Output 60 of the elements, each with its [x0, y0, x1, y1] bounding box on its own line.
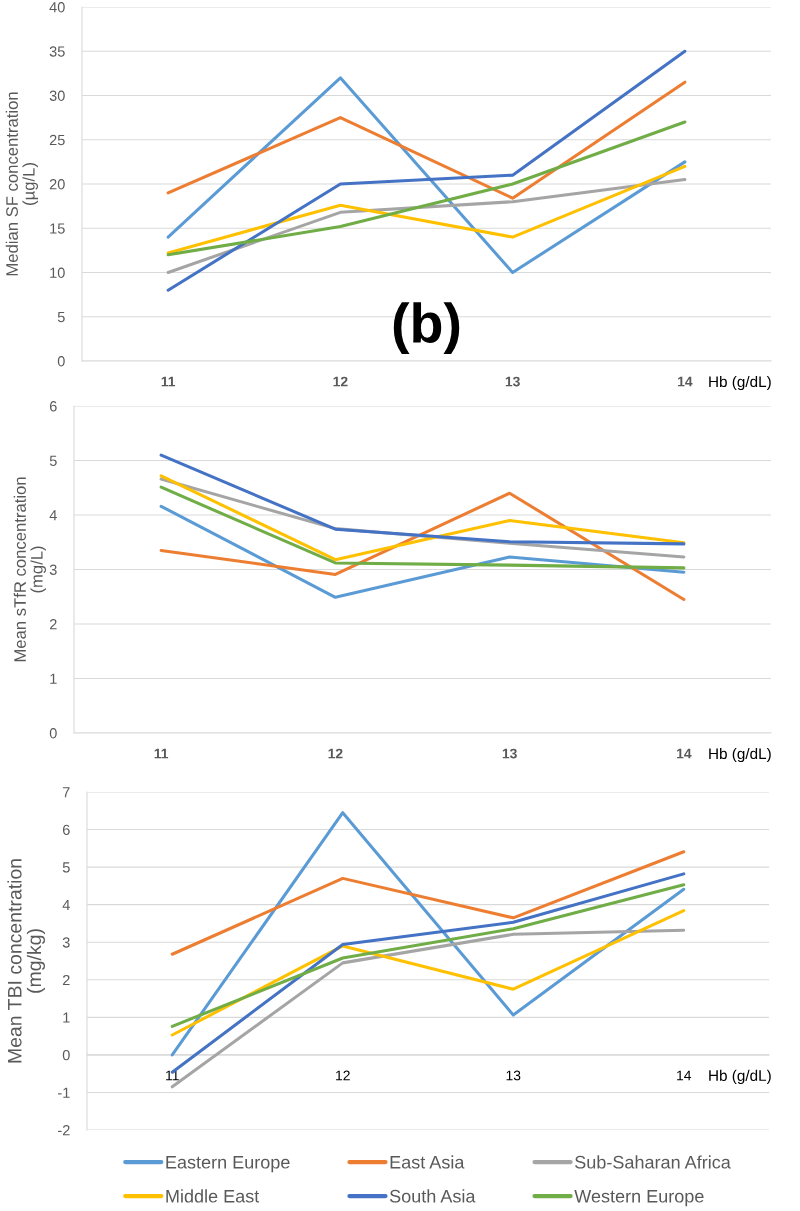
x-tick-label: 13 — [502, 748, 517, 759]
x-tick-label: 11 — [161, 376, 176, 387]
y-tick-label: 5 — [57, 312, 65, 323]
y-tick-label: 3 — [49, 564, 57, 575]
line-series — [166, 164, 687, 255]
x-axis-title: Hb (g/dL) — [709, 1069, 771, 1085]
y-tick-label: 0 — [62, 1049, 70, 1061]
y-tick-label: 15 — [50, 223, 65, 234]
y-tick-label: 1 — [50, 673, 57, 684]
y-tick-label: 0 — [49, 728, 57, 739]
y-tick-label: 0 — [57, 356, 65, 367]
line-series — [166, 76, 687, 275]
line-series — [159, 485, 686, 570]
x-tick-label: 13 — [506, 1070, 521, 1081]
line-series — [166, 120, 687, 257]
y-tick-label: 1 — [63, 1012, 70, 1023]
legend-label: Western Europe — [574, 1190, 704, 1207]
y-tick-label: 5 — [49, 455, 57, 466]
x-tick-label: 12 — [328, 748, 343, 759]
y-tick-label: -1 — [58, 1087, 70, 1098]
y-axis-title: Median SF concentration (µg/L) — [5, 92, 38, 276]
y-tick-label: 40 — [49, 2, 65, 13]
y-axis-title: Mean sTfR concentration (mg/L) — [13, 477, 46, 662]
legend-label: South Asia — [389, 1189, 476, 1203]
x-tick-label: 13 — [505, 376, 520, 387]
x-tick-label: 12 — [333, 376, 348, 387]
y-tick-label: 2 — [49, 619, 57, 630]
y-tick-label: 5 — [62, 862, 70, 873]
line-series — [170, 811, 686, 1057]
line-series — [170, 850, 686, 956]
line-series — [159, 453, 686, 546]
x-axis-title: Hb (g/dL) — [709, 747, 771, 763]
line-series — [166, 80, 687, 200]
y-tick-label: 30 — [49, 90, 65, 101]
x-tick-label: 14 — [677, 1070, 692, 1081]
y-tick-label: 3 — [62, 937, 70, 948]
y-tick-label: 35 — [49, 46, 65, 57]
x-axis-title: Hb (g/dL) — [709, 375, 771, 391]
y-tick-label: -2 — [58, 1125, 70, 1136]
legend-label: Sub-Saharan Africa — [575, 1155, 731, 1169]
y-tick-label: 25 — [49, 134, 65, 146]
line-series — [170, 883, 686, 1028]
x-tick-label: 12 — [336, 1070, 350, 1081]
y-tick-label: 2 — [62, 974, 70, 986]
x-tick-label: 11 — [154, 748, 169, 759]
y-axis-title: Mean TBI concentration (mg/kg) — [7, 859, 45, 1063]
y-tick-label: 4 — [49, 510, 57, 521]
y-tick-label: 6 — [49, 401, 57, 412]
legend-label: Middle East — [166, 1189, 260, 1203]
y-tick-label: 10 — [50, 267, 65, 278]
y-tick-label: 4 — [62, 899, 70, 910]
legend-label: East Asia — [390, 1155, 465, 1169]
x-tick-label: 14 — [677, 748, 692, 759]
y-tick-label: 7 — [62, 787, 70, 798]
line-series — [166, 49, 687, 292]
y-tick-label: 6 — [62, 824, 70, 835]
x-tick-label: 14 — [678, 376, 693, 387]
annotation: (b) — [393, 302, 460, 354]
y-tick-label: 20 — [49, 179, 65, 190]
legend-label: Eastern Europe — [166, 1156, 290, 1173]
